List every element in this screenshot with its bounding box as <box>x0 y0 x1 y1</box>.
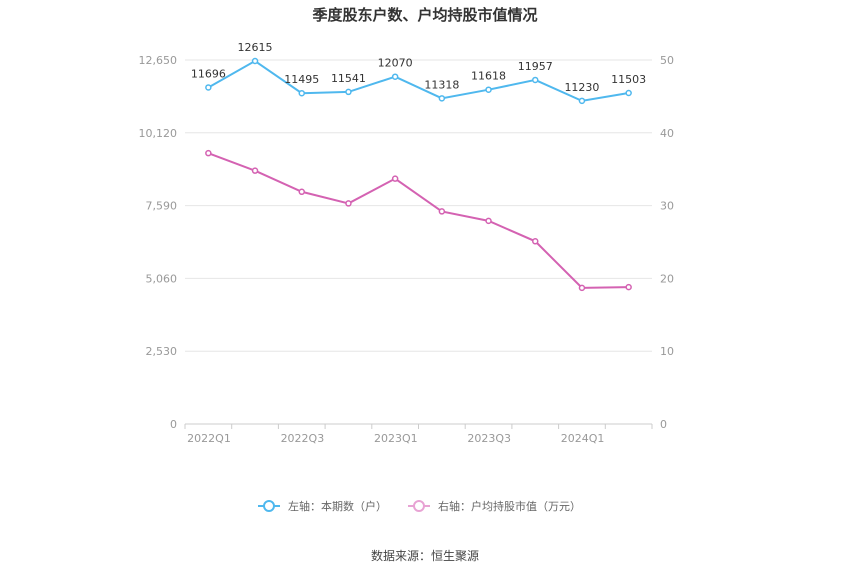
x-axis-tick-label: 2022Q3 <box>281 432 325 445</box>
series-layer: 11696 12615 11495 11541 12070 11318 11618 11957… <box>191 41 646 292</box>
series-1-point <box>578 97 586 105</box>
data-label: 12070 <box>378 57 413 70</box>
data-source: 数据来源：恒生聚源 <box>371 548 479 563</box>
series-2-point <box>251 167 259 174</box>
data-label: 11230 <box>564 81 599 94</box>
left-axis: 0 2,530 5,060 7,590 10,120 12,650 <box>139 54 178 431</box>
grid <box>185 59 652 352</box>
series-2-point <box>625 283 632 291</box>
series-2 <box>205 149 632 292</box>
data-label: 11503 <box>611 73 646 86</box>
right-axis-tick-label: 40 <box>660 127 674 140</box>
legend-item-2[interactable]: 右轴：户均持股市值（万元） <box>408 499 581 513</box>
right-axis: 0 10 20 30 40 50 <box>660 54 674 431</box>
x-axis: 2022Q1 2022Q3 2023Q1 2023Q3 2024Q1 <box>184 423 653 445</box>
legend[interactable]: 左轴：本期数（户） 右轴：户均持股市值（万元） <box>258 499 581 513</box>
series-2-point <box>205 149 212 157</box>
series-1-point <box>625 89 632 97</box>
x-axis-tick-label: 2023Q3 <box>467 432 511 445</box>
legend-label: 右轴：户均持股市值（万元） <box>438 499 581 513</box>
series-1-point <box>485 86 492 93</box>
data-label: 11318 <box>424 78 459 91</box>
series-2-point <box>578 284 586 292</box>
series-1-point <box>205 84 212 91</box>
legend-marker-icon <box>413 500 425 512</box>
data-label: 12615 <box>238 41 273 54</box>
series-1-point <box>438 95 446 102</box>
series-2-point <box>345 200 352 207</box>
left-axis-tick-label: 0 <box>170 418 177 431</box>
data-label: 11495 <box>284 73 319 86</box>
left-axis-tick-label: 7,590 <box>146 200 178 213</box>
right-axis-tick-label: 30 <box>660 200 674 213</box>
series-1-point <box>345 88 352 96</box>
data-label: 11696 <box>191 67 226 80</box>
series-2-line <box>207 152 629 289</box>
series-2-point <box>532 238 539 245</box>
left-axis-tick-label: 5,060 <box>146 272 178 285</box>
right-axis-tick-label: 10 <box>660 345 674 358</box>
data-label: 11541 <box>331 72 366 85</box>
series-2-point <box>485 217 492 225</box>
series-2-point <box>438 208 446 215</box>
legend-label: 左轴：本期数（户） <box>288 499 387 513</box>
series-1: 11696 12615 11495 11541 12070 11318 11618 11957… <box>191 41 646 105</box>
left-axis-tick-label: 10,120 <box>139 127 178 140</box>
series-2-point <box>391 175 399 182</box>
right-axis-tick-label: 0 <box>660 418 667 431</box>
left-axis-tick-label: 12,650 <box>139 54 178 67</box>
x-axis-tick-label: 2024Q1 <box>561 432 605 445</box>
right-axis-tick-label: 50 <box>660 54 674 67</box>
series-2-point <box>298 188 305 196</box>
chart-title: 季度股东户数、户均持股市值情况 <box>312 6 537 24</box>
legend-item-1[interactable]: 左轴：本期数（户） <box>258 499 387 513</box>
data-label: 11618 <box>471 70 506 83</box>
x-axis-tick-label: 2023Q1 <box>374 432 418 445</box>
left-axis-tick-label: 2,530 <box>146 345 178 358</box>
series-1-point <box>532 76 539 84</box>
x-axis-tick-label: 2022Q1 <box>187 432 231 445</box>
legend-marker-icon <box>263 500 275 512</box>
series-1-point <box>298 89 305 97</box>
data-label: 11957 <box>518 60 553 73</box>
series-1-point <box>391 73 399 80</box>
series-1-point <box>251 57 259 65</box>
right-axis-tick-label: 20 <box>660 272 674 285</box>
series-1-line <box>207 59 629 102</box>
